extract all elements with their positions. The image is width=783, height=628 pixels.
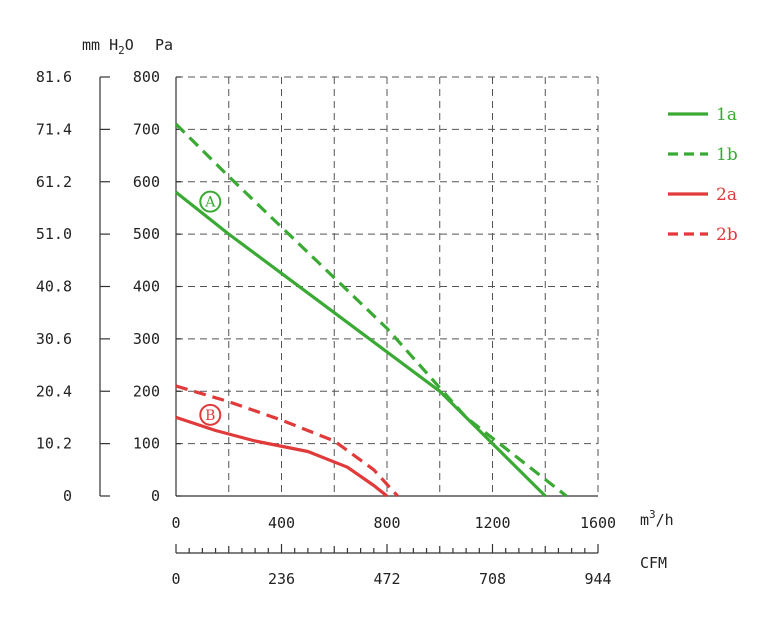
pa-tick-label: 100 [133,435,160,453]
series-line-2b [175,384,399,498]
cfm-tick-label: 472 [373,570,400,588]
marker-circle [199,190,222,213]
pa-tick-label: 0 [151,487,160,505]
mmh2o-tick-label: 71.4 [36,120,72,138]
tick-labels: 800 700 600 500 400 300 200 100 0 81.6 71.4 61.2 51.… [36,68,616,588]
m3h-tick-label: 400 [268,514,295,532]
series-lines [174,122,568,498]
marker-label: A [204,195,216,211]
m3h-tick-label: 1200 [474,514,510,532]
pa-unit-label: Pa [155,36,173,54]
mmh2o-tick-label: 20.4 [36,382,72,400]
pa-tick-label: 300 [133,330,160,348]
legend-label-2a: 2a [716,185,737,205]
mmh2o-tick-label: 61.2 [36,173,72,191]
legend-label-1a: 1a [716,105,737,125]
mmh2o-tick-label: 81.6 [36,68,72,86]
legend-label-2b: 2b [716,225,738,245]
series-line-1a [175,190,547,498]
cfm-tick-label: 708 [479,570,506,588]
mmh2o-unit-label: mm H2O [82,36,134,57]
pa-tick-label: 800 [133,68,160,86]
mmh2o-tick-label: 40.8 [36,278,72,296]
mmh2o-tick-label: 0 [63,487,72,505]
series-line-2a [175,415,388,498]
cfm-unit-label: CFM [640,554,667,572]
m3h-tick-label: 0 [171,514,180,532]
mmh2o-tick-label: 30.6 [36,330,72,348]
m3h-tick-label: 1600 [580,514,616,532]
marker-circle [199,403,222,426]
cfm-tick-label: 236 [268,570,295,588]
pa-tick-label: 500 [133,225,160,243]
legend-label-1b: 1b [716,145,738,165]
m3h-tick-label: 800 [373,514,400,532]
marker-label: B [205,408,215,424]
markers: AB [199,190,222,426]
series-line-1b [174,122,568,498]
mmh2o-tick-label: 10.2 [36,435,72,453]
mmh2o-tick-label: 51.0 [36,225,72,243]
cfm-tick-label: 0 [171,570,180,588]
grid [176,76,599,496]
legend: 1a 1b 2a 2b [668,105,738,245]
pa-tick-label: 400 [133,278,160,296]
axes [99,76,599,554]
pa-tick-label: 700 [133,120,160,138]
pa-tick-label: 200 [133,382,160,400]
m3h-unit-label: m3/h [640,508,674,529]
cfm-tick-label: 944 [584,570,611,588]
pa-tick-label: 600 [133,173,160,191]
